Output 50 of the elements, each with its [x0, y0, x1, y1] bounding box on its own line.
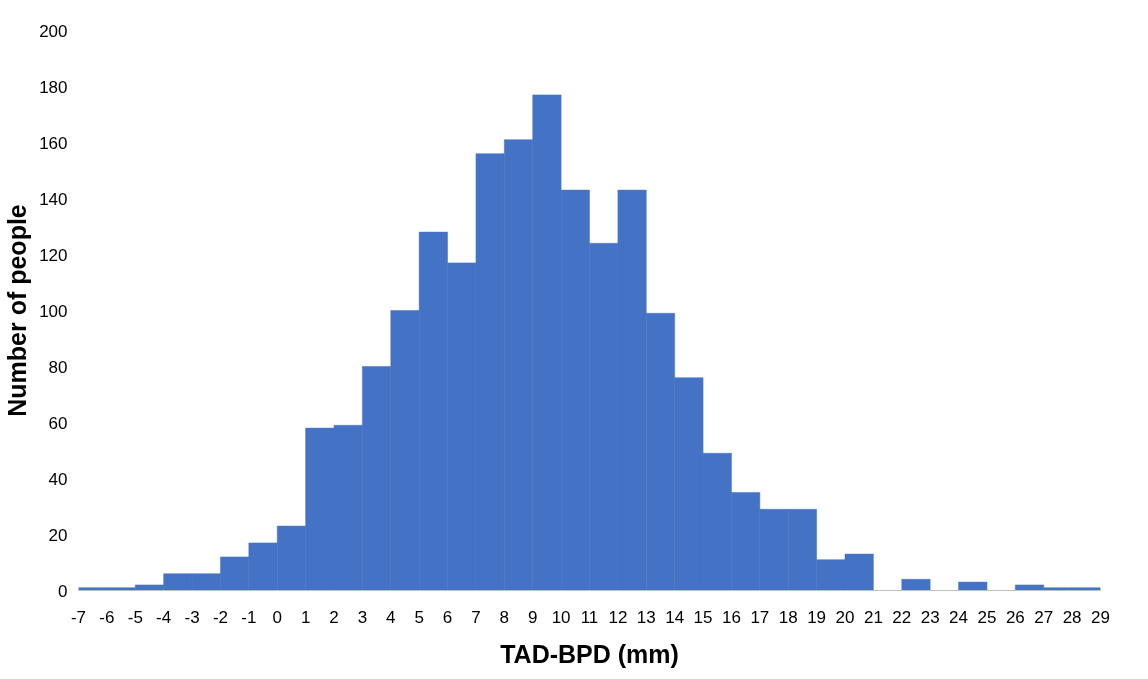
- x-tick-label: 16: [721, 607, 741, 627]
- x-tick-label: 18: [778, 607, 798, 627]
- x-tick-label: 3: [357, 607, 368, 627]
- x-tick-label: 6: [442, 607, 453, 627]
- x-tick-label: 13: [636, 607, 656, 627]
- y-tick-label: 40: [48, 469, 68, 489]
- x-tick-label: -4: [156, 607, 172, 627]
- x-tick-label: -3: [184, 607, 200, 627]
- x-tick-label: 15: [693, 607, 713, 627]
- x-tick-label: 1: [300, 607, 311, 627]
- y-axis-title: Number of people: [3, 204, 32, 417]
- x-tick-label: 12: [608, 607, 628, 627]
- x-tick-label: 29: [1091, 607, 1110, 627]
- x-tick-label: -7: [70, 607, 87, 627]
- y-tick-label: 100: [39, 301, 68, 321]
- x-tick-label: 4: [386, 607, 396, 627]
- x-tick-label: 2: [329, 607, 339, 627]
- x-tick-label: 8: [499, 607, 510, 627]
- x-tick-label: 0: [272, 607, 282, 627]
- x-tick-label: 10: [551, 607, 571, 627]
- x-tick-label: 14: [665, 607, 685, 627]
- x-tick-label: 7: [471, 607, 481, 627]
- y-tick-label: 200: [39, 21, 68, 41]
- x-tick-label: 22: [892, 607, 912, 627]
- x-tick-label: 5: [414, 607, 424, 627]
- x-tick-label: -6: [99, 607, 115, 627]
- y-tick-label: 180: [39, 77, 68, 97]
- x-tick-label: 26: [1005, 607, 1025, 627]
- x-tick-label: 24: [949, 607, 969, 627]
- y-tick-label: 140: [39, 189, 68, 209]
- x-tick-label: 21: [863, 607, 883, 627]
- x-tick-label: -2: [212, 607, 229, 627]
- x-axis-title: TAD-BPD (mm): [500, 639, 679, 668]
- y-tick-label: 0: [58, 581, 68, 601]
- y-tick-label: 60: [48, 413, 68, 433]
- y-tick-label: 20: [48, 525, 68, 545]
- y-tick-label: 80: [48, 357, 68, 377]
- x-tick-label: 25: [977, 607, 997, 627]
- x-tick-label: -5: [127, 607, 143, 627]
- y-tick-label: 120: [39, 245, 68, 265]
- x-tick-label: 28: [1062, 607, 1082, 627]
- x-tick-label: 9: [527, 607, 538, 627]
- x-tick-label: 20: [835, 607, 855, 627]
- x-tick-label: 17: [750, 607, 770, 627]
- x-tick-label: 27: [1034, 607, 1054, 627]
- x-tick-label: 11: [580, 607, 599, 627]
- x-tick-label: 19: [807, 607, 827, 627]
- x-tick-label: -1: [241, 607, 257, 627]
- y-tick-label: 160: [39, 133, 68, 153]
- x-tick-label: 23: [920, 607, 940, 627]
